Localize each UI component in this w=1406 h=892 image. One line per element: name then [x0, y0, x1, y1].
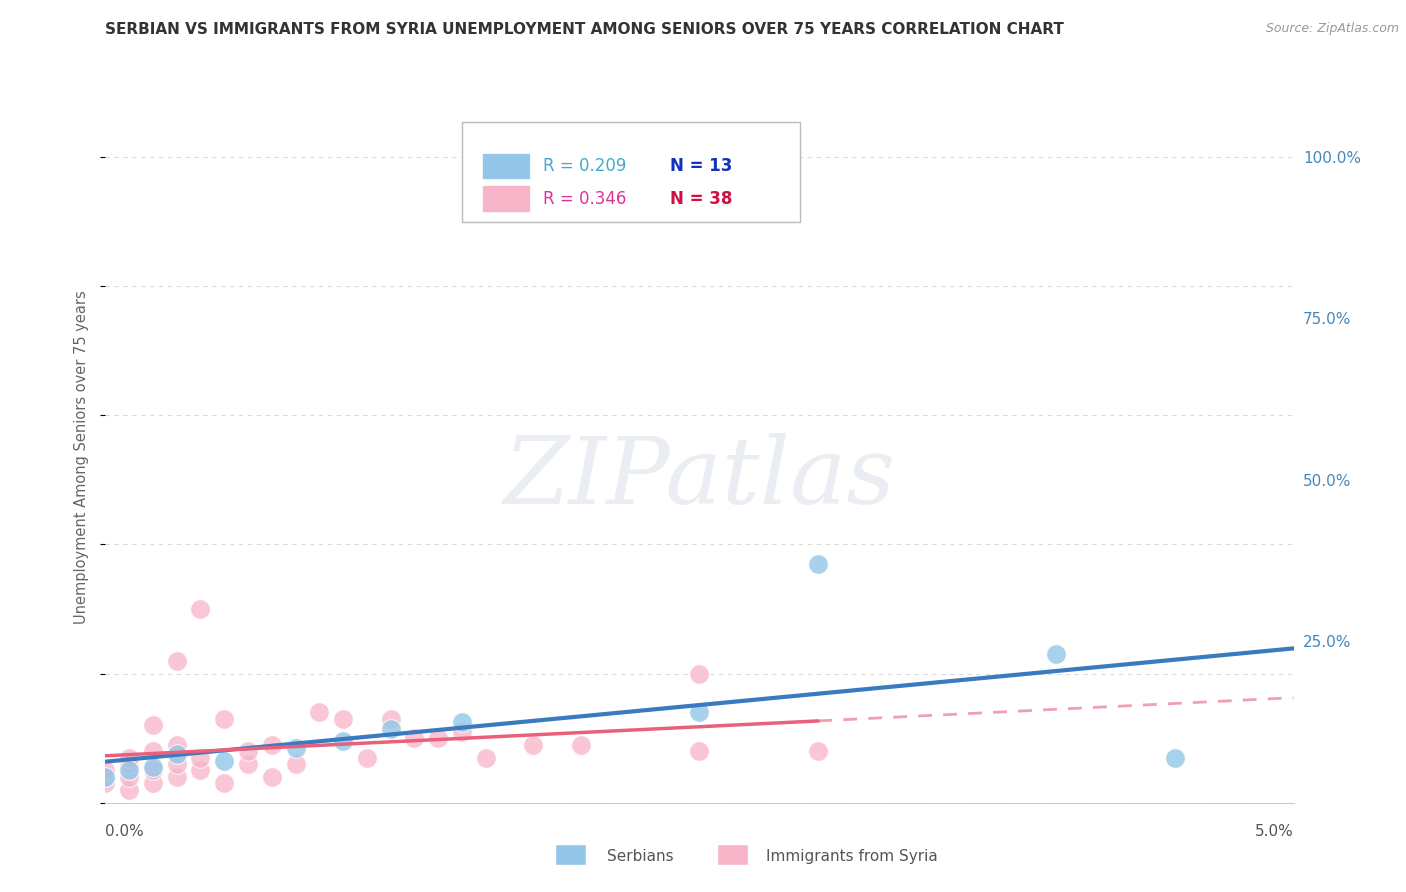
Point	[450, 724, 472, 739]
Point	[214, 754, 236, 768]
Text: Serbians: Serbians	[607, 849, 673, 863]
Point	[380, 712, 402, 726]
Point	[214, 712, 236, 726]
Point	[94, 770, 117, 784]
Point	[308, 706, 330, 720]
Point	[118, 764, 141, 778]
Point	[166, 747, 188, 762]
Point	[236, 757, 259, 772]
Point	[94, 776, 117, 790]
Text: 0.0%: 0.0%	[105, 824, 145, 838]
Point	[260, 770, 283, 784]
Point	[94, 770, 117, 784]
Point	[427, 731, 450, 746]
Point	[807, 557, 830, 571]
Point	[142, 760, 165, 774]
Point	[260, 738, 283, 752]
Point	[190, 764, 212, 778]
Point	[142, 776, 165, 790]
Point	[404, 731, 426, 746]
Point	[118, 750, 141, 764]
Point	[214, 776, 236, 790]
Text: R = 0.209: R = 0.209	[543, 157, 626, 175]
Point	[166, 757, 188, 772]
Point	[142, 744, 165, 758]
Text: N = 38: N = 38	[669, 190, 733, 208]
Point	[689, 666, 711, 681]
Point	[474, 750, 496, 764]
Point	[569, 738, 592, 752]
Point	[118, 770, 141, 784]
Point	[166, 654, 188, 668]
FancyBboxPatch shape	[461, 122, 800, 222]
Point	[1045, 647, 1067, 661]
Y-axis label: Unemployment Among Seniors over 75 years: Unemployment Among Seniors over 75 years	[75, 290, 90, 624]
Text: SERBIAN VS IMMIGRANTS FROM SYRIA UNEMPLOYMENT AMONG SENIORS OVER 75 YEARS CORREL: SERBIAN VS IMMIGRANTS FROM SYRIA UNEMPLO…	[105, 22, 1064, 37]
Text: Source: ZipAtlas.com: Source: ZipAtlas.com	[1265, 22, 1399, 36]
Point	[142, 718, 165, 732]
Text: N = 13: N = 13	[669, 157, 733, 175]
Point	[142, 764, 165, 778]
Point	[118, 783, 141, 797]
Point	[166, 738, 188, 752]
Bar	[482, 153, 530, 179]
Bar	[482, 186, 530, 211]
Point	[356, 750, 378, 764]
Point	[166, 770, 188, 784]
Point	[236, 744, 259, 758]
Point	[284, 757, 307, 772]
Point	[94, 764, 117, 778]
Point	[1164, 750, 1187, 764]
Point	[118, 757, 141, 772]
Text: 5.0%: 5.0%	[1254, 824, 1294, 838]
Point	[190, 602, 212, 616]
Point	[689, 744, 711, 758]
Point	[807, 744, 830, 758]
Point	[689, 706, 711, 720]
Text: Immigrants from Syria: Immigrants from Syria	[766, 849, 938, 863]
Point	[190, 750, 212, 764]
Point	[332, 712, 354, 726]
Point	[380, 722, 402, 736]
Text: R = 0.346: R = 0.346	[543, 190, 626, 208]
Text: ZIPatlas: ZIPatlas	[503, 433, 896, 523]
Point	[522, 738, 544, 752]
Point	[450, 714, 472, 729]
Point	[284, 740, 307, 755]
Point	[332, 734, 354, 748]
